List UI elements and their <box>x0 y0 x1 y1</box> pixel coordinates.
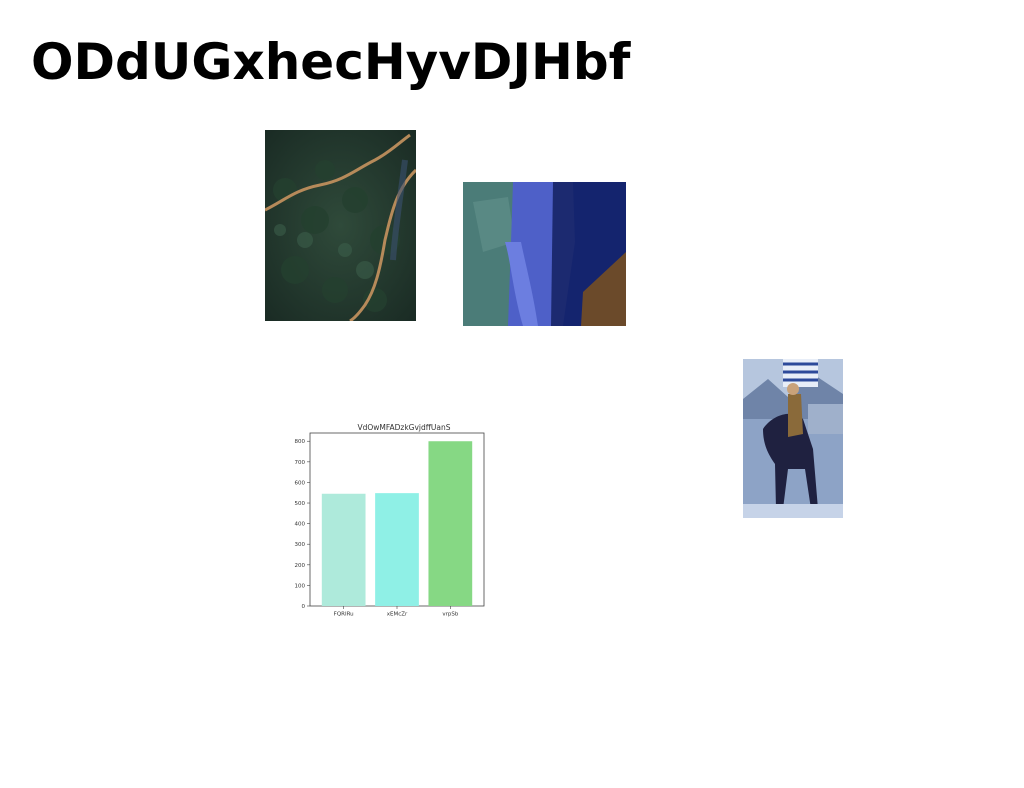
y-axis: 0 100 200 300 400 500 600 700 800 <box>295 439 310 610</box>
x-axis: FQRIRu xEMcZr vrpSb <box>334 606 459 618</box>
chart-title: VdOwMFADzkGvjdffUanS <box>357 423 450 432</box>
aerial-forest-river-photo <box>265 130 416 321</box>
horse-rider-flag-photo <box>743 359 843 518</box>
y-tick-label: 400 <box>295 522 306 528</box>
y-tick-label: 100 <box>295 583 306 589</box>
y-tick-label: 0 <box>302 604 306 610</box>
page-title: ODdUGxhecHyvDJHbf <box>31 33 631 91</box>
bar-xEMcZr <box>375 493 419 606</box>
y-tick-label: 800 <box>295 439 306 445</box>
bar-chart: VdOwMFADzkGvjdffUanS 0 100 200 300 400 500 600… <box>290 418 490 622</box>
bar-vrpSb <box>428 441 473 606</box>
y-tick-label: 200 <box>295 563 306 569</box>
bars <box>321 441 473 606</box>
y-tick-label: 600 <box>295 480 306 486</box>
y-tick-label: 300 <box>295 542 306 548</box>
x-tick-label: vrpSb <box>442 612 458 618</box>
y-tick-label: 500 <box>295 501 306 507</box>
bar-chart-svg: VdOwMFADzkGvjdffUanS 0 100 200 300 400 500 600… <box>295 423 485 618</box>
bar-FQRIRu <box>321 493 366 606</box>
x-tick-label: FQRIRu <box>334 612 354 618</box>
people-blue-tinted-photo <box>463 182 626 326</box>
x-tick-label: xEMcZr <box>387 612 408 618</box>
y-tick-label: 700 <box>295 460 306 466</box>
